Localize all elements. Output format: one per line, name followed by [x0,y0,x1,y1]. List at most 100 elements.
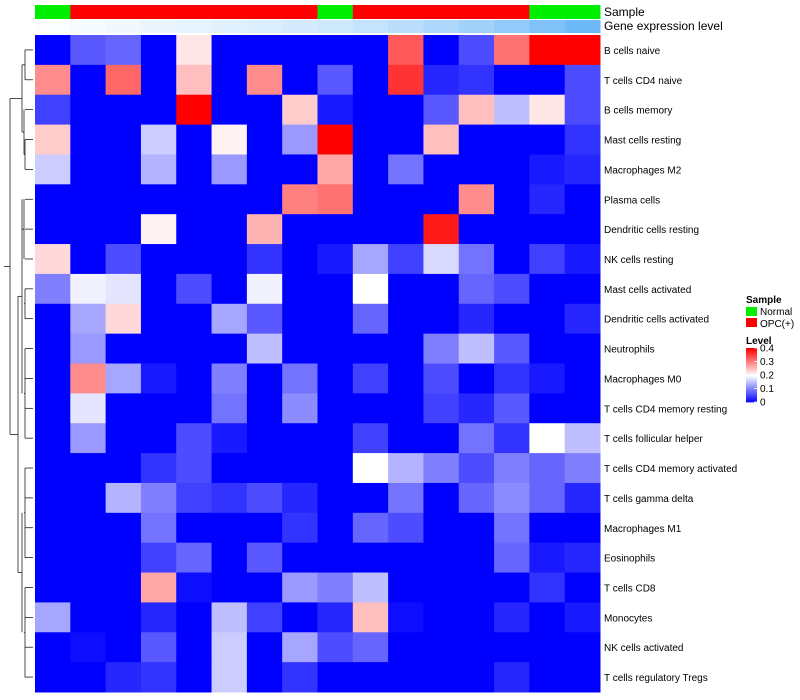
heatmap-cell [529,572,566,603]
row-label: Neutrophils [604,345,655,356]
heatmap-cell [211,303,248,335]
heatmap-cell [211,154,248,185]
colorbar-segment [746,358,757,361]
heatmap-cell [140,214,177,245]
heatmap-cell [388,393,424,424]
heatmap-cell [105,632,142,663]
colorbar-segment [746,395,757,397]
heatmap-cell [564,184,601,215]
heatmap-cell [529,453,566,484]
heatmap-cell [140,333,177,364]
colorbar-segment [746,400,757,403]
heatmap-cell [352,662,389,693]
heatmap-cell [317,393,354,424]
heatmap-cell [388,94,424,126]
heatmap-cell [70,423,107,454]
heatmap-cell [564,214,601,245]
heatmap-cell [246,423,283,454]
heatmap-cell [35,512,71,544]
heatmap-cell [105,35,142,66]
heatmap-cell [105,214,142,245]
heatmap-cell [529,333,566,364]
heatmap-cell [529,512,566,544]
row-label: Eosinophils [604,554,655,565]
heatmap-cell [388,363,424,394]
heatmap-cell [140,423,177,454]
expression-annotation-cell [529,20,566,33]
heatmap-cell [564,303,601,335]
heatmap-cell [458,333,495,364]
heatmap-cell [458,273,495,305]
sample-annotation-cell [352,5,389,19]
heatmap-cell [70,572,107,603]
heatmap-cell [176,303,213,335]
heatmap-cell [458,423,495,454]
legend-level-colorbar: 0.4 0.3 0.2 0.1 0 [746,344,774,409]
heatmap-cell [140,184,177,215]
heatmap-cell [176,333,213,364]
heatmap-cell [423,35,460,66]
legend-label-normal: Normal [760,307,792,318]
heatmap-cell [352,244,389,275]
heatmap-cell [352,453,389,484]
heatmap-cell [564,602,601,633]
heatmap-cell [246,662,283,693]
heatmap-cell [352,214,389,245]
heatmap-cell [494,393,530,424]
expression-annotation-cell [388,20,424,33]
heatmap-cell [458,482,495,514]
heatmap-cell [140,542,177,574]
heatmap-cell [388,333,424,364]
heatmap-cell [35,632,71,663]
heatmap-cell [317,244,354,275]
heatmap-cell [105,453,142,484]
heatmap-cell [529,154,566,185]
heatmap-cell [176,273,213,305]
heatmap-cell [458,94,495,126]
heatmap-cell [246,453,283,484]
row-label: T cells regulatory Tregs [604,673,708,684]
colorbar-segment [746,385,757,388]
heatmap-cell [282,214,318,245]
heatmap-cell [423,94,460,126]
heatmap-cell [458,542,495,574]
heatmap-cell [317,64,354,96]
heatmap-cell [317,512,354,544]
heatmap-cell [423,453,460,484]
heatmap-cell [494,124,530,155]
heatmap-cell [458,124,495,155]
heatmap-cell [176,214,213,245]
heatmap-cell [140,35,177,66]
heatmap-cell [176,244,213,275]
heatmap-cell [423,154,460,185]
sample-annotation-cell [494,5,530,19]
heatmap-cell [458,602,495,633]
heatmap-cell [423,333,460,364]
heatmap-cell [282,94,318,126]
row-label: Plasma cells [604,195,660,206]
heatmap-cell [352,632,389,663]
heatmap-cell [176,154,213,185]
heatmap-cell [564,363,601,394]
heatmap-cell [529,214,566,245]
colorbar-segment [746,366,757,369]
heatmap-cell [564,512,601,544]
heatmap-cell [494,184,530,215]
heatmap-cell [70,602,107,633]
colorbar-segment [746,387,757,389]
heatmap-cell [529,423,566,454]
legend-sample-title: Sample [746,295,782,306]
heatmap-cell [564,124,601,155]
sample-annotation-cell [423,5,460,19]
heatmap-cell [494,35,530,66]
heatmap-cell [105,184,142,215]
heatmap-cell [458,572,495,603]
row-label: T cells CD4 memory resting [604,404,727,415]
colorbar-tick-label: 0.3 [760,357,774,368]
sample-annotation-cell [35,5,71,19]
heatmap-cell [246,64,283,96]
heatmap-cell [282,602,318,633]
heatmap-cell [458,214,495,245]
colorbar-tick-label: 0.2 [760,371,774,382]
